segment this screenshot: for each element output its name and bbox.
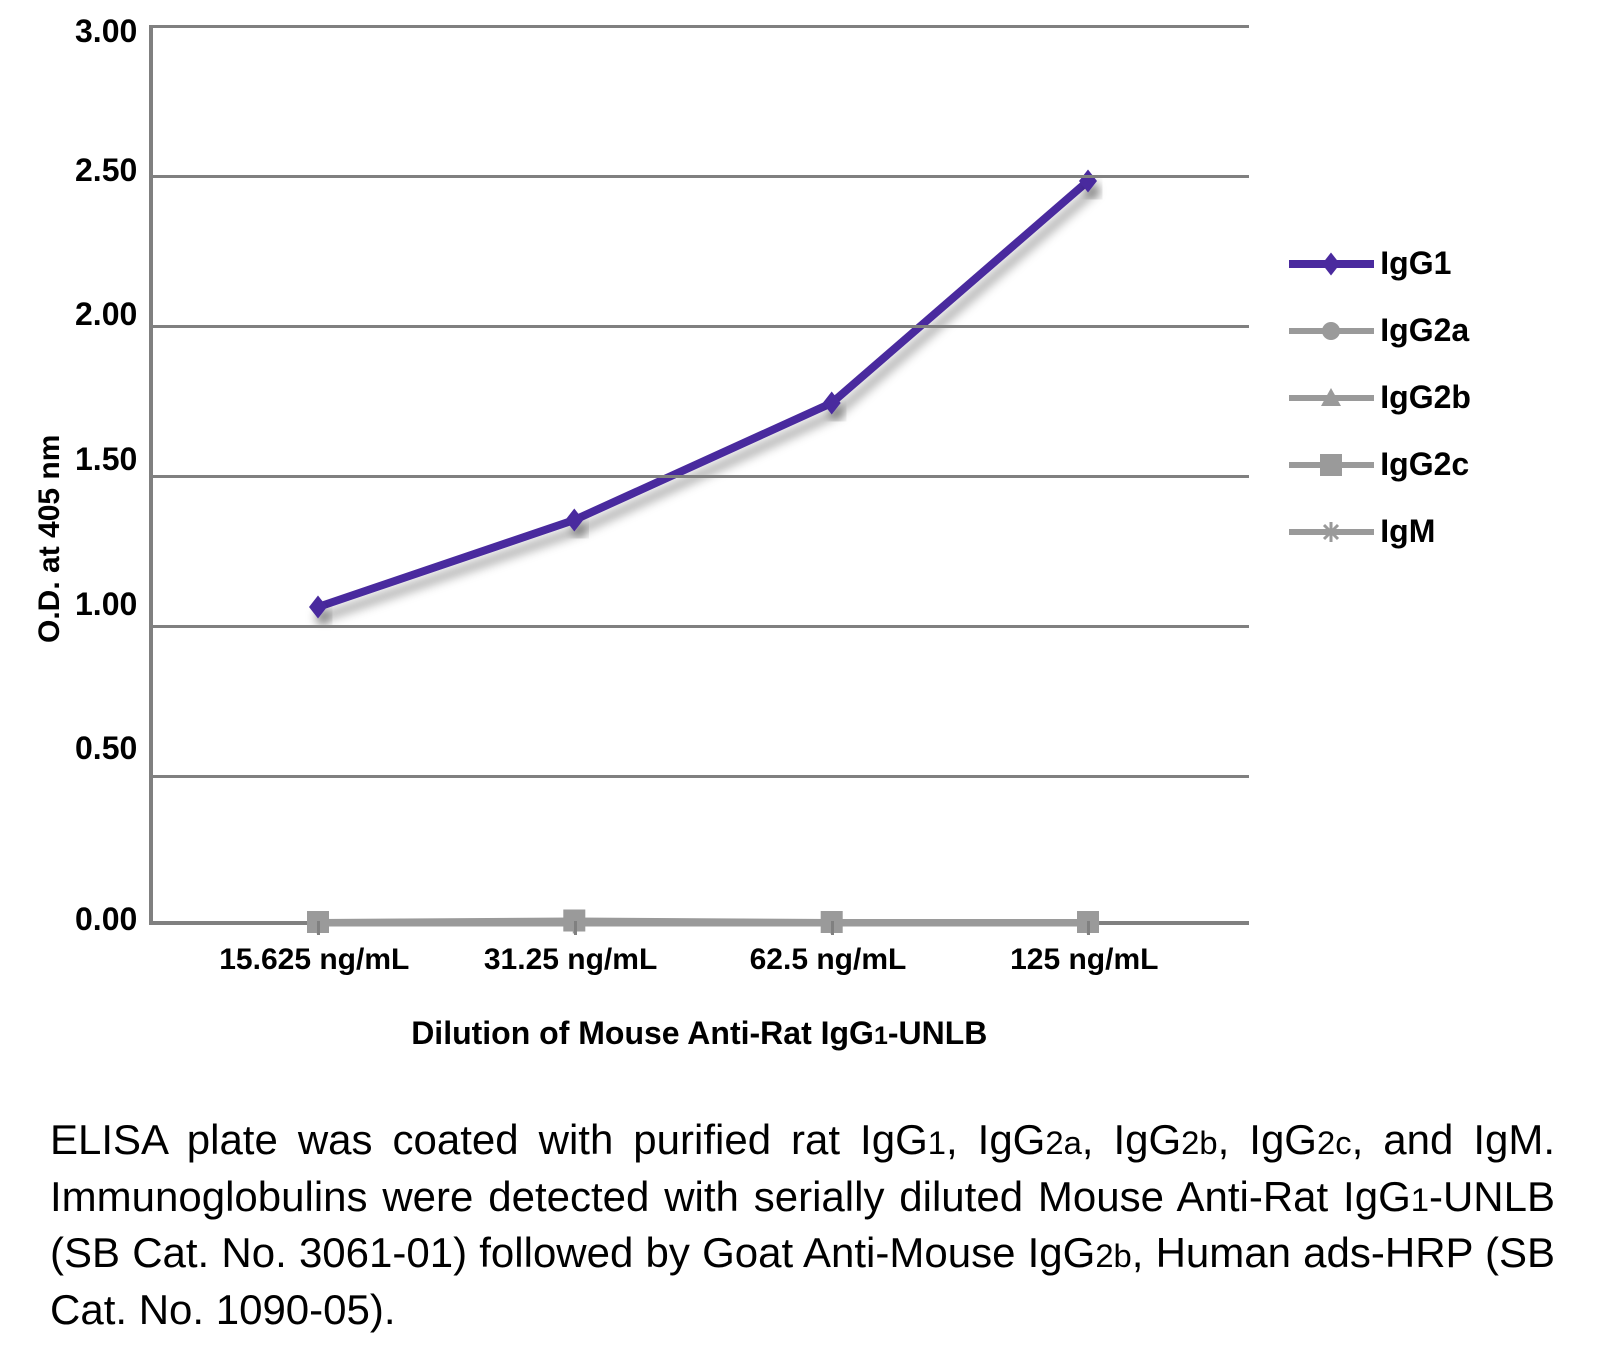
caption-subscript: 2b: [1095, 1237, 1131, 1274]
legend-item-IgM: IgM: [1289, 513, 1471, 550]
gridline: [153, 175, 1249, 178]
legend-swatch: [1289, 517, 1374, 547]
plot-svg: [153, 25, 1249, 921]
series-marker-IgG1: [566, 509, 584, 532]
caption-subscript: 2a: [1045, 1124, 1081, 1161]
caption-text: ELISA plate was coated with purified rat…: [50, 1116, 928, 1163]
figure-caption: ELISA plate was coated with purified rat…: [25, 1112, 1580, 1339]
legend-label: IgM: [1380, 513, 1435, 550]
gridline: [153, 775, 1249, 778]
series-marker-IgG1: [309, 596, 327, 619]
caption-text: , IgG: [1082, 1116, 1181, 1163]
series-line-IgG1: [318, 181, 1088, 607]
gridline: [153, 475, 1249, 478]
x-tick-label: 15.625 ng/mL: [219, 943, 409, 977]
legend-swatch: [1289, 249, 1374, 279]
legend-swatch: [1289, 450, 1374, 480]
gridline: [153, 625, 1249, 628]
y-axis-label: O.D. at 405 nm: [25, 89, 75, 989]
plot-area: [149, 25, 1249, 925]
caption-subscript: 2b: [1181, 1124, 1217, 1161]
gridline: [153, 325, 1249, 328]
legend-swatch: [1289, 316, 1374, 346]
x-tick-label: 62.5 ng/mL: [750, 943, 907, 977]
legend-item-IgG1: IgG1: [1289, 245, 1471, 282]
x-axis-label-text: Dilution of Mouse Anti-Rat IgG: [411, 1015, 874, 1051]
legend-item-IgG2b: IgG2b: [1289, 379, 1471, 416]
legend-label: IgG2c: [1380, 446, 1469, 483]
y-axis-ticks: 3.002.502.001.501.000.500.00: [75, 25, 149, 925]
legend-item-IgG2a: IgG2a: [1289, 312, 1471, 349]
legend-item-IgG2c: IgG2c: [1289, 446, 1471, 483]
legend-label: IgG2a: [1380, 312, 1469, 349]
legend-label: IgG1: [1380, 245, 1451, 282]
caption-text: , IgG: [946, 1116, 1045, 1163]
y-tick-label: 3.00: [75, 15, 137, 47]
chart-container: O.D. at 405 nm 3.002.502.001.501.000.500…: [25, 25, 1580, 1052]
legend-label: IgG2b: [1380, 379, 1471, 416]
legend-swatch: [1289, 383, 1374, 413]
x-axis-label: Dilution of Mouse Anti-Rat IgG1-UNLB: [149, 1015, 1249, 1052]
caption-subscript: 1: [1411, 1181, 1429, 1218]
x-axis-ticks: 15.625 ng/mL 31.25 ng/mL 62.5 ng/mL 125 ng/…: [149, 925, 1249, 975]
y-tick-label: 2.50: [75, 154, 137, 186]
y-tick-label: 0.00: [75, 903, 137, 935]
caption-subscript: 2c: [1317, 1124, 1352, 1161]
legend: IgG1 IgG2a IgG2b IgG2c IgM: [1289, 245, 1471, 580]
x-tick-label: 125 ng/mL: [1010, 943, 1158, 977]
x-tick-label: 31.25 ng/mL: [484, 943, 657, 977]
caption-subscript: 1: [928, 1124, 946, 1161]
caption-text: , IgG: [1218, 1116, 1317, 1163]
x-axis-label-tail: -UNLB: [888, 1015, 988, 1051]
y-tick-label: 2.00: [75, 298, 137, 330]
x-axis-label-sub: 1: [874, 1022, 888, 1050]
gridline: [153, 25, 1249, 28]
y-tick-label: 1.00: [75, 588, 137, 620]
y-tick-label: 0.50: [75, 732, 137, 764]
y-tick-label: 1.50: [75, 443, 137, 475]
